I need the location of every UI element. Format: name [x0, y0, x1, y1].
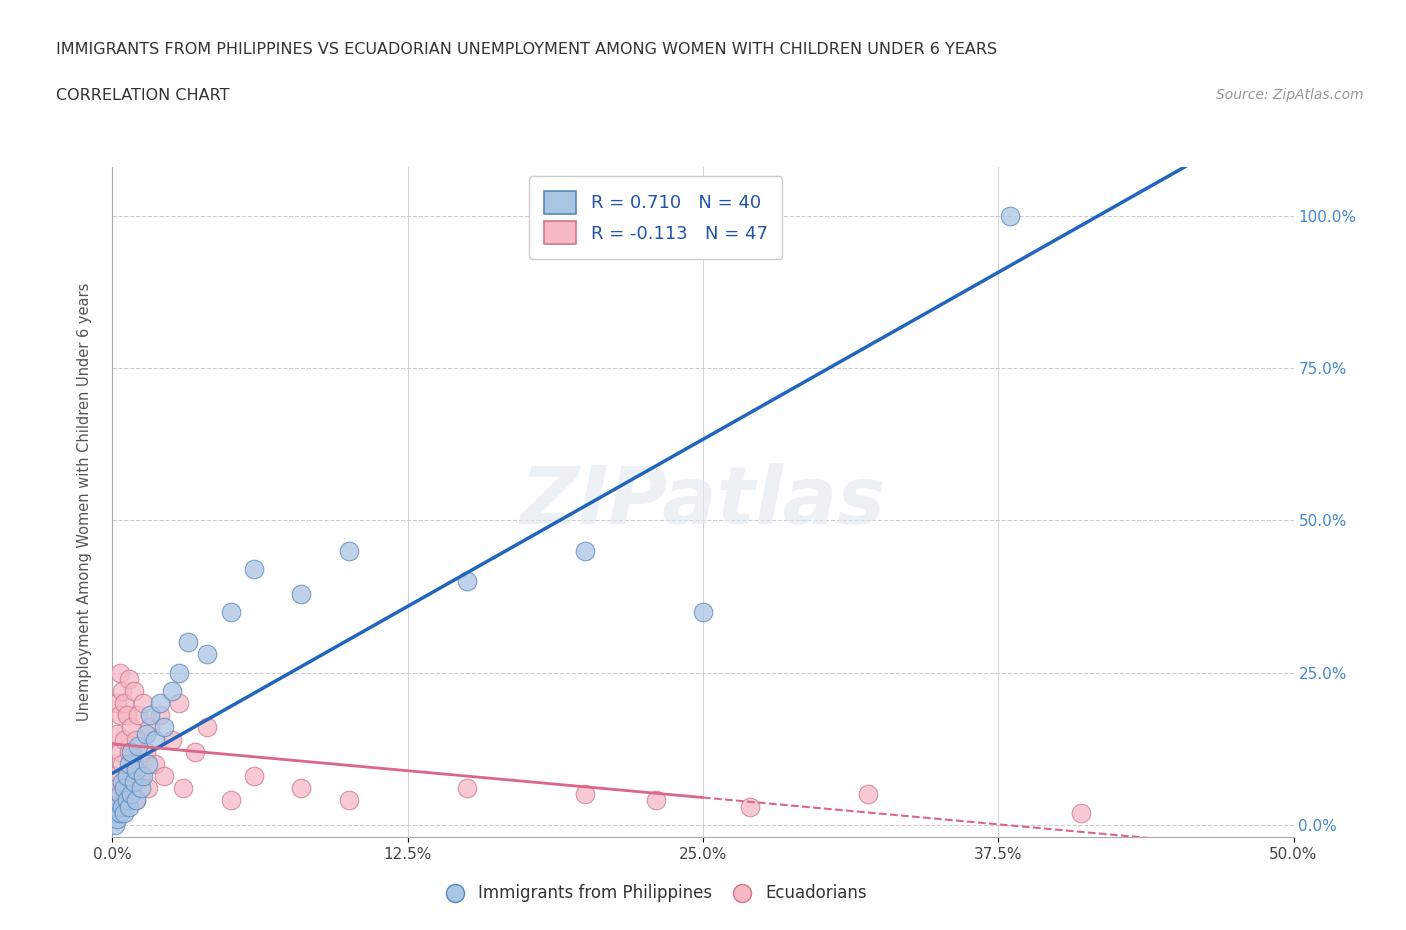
- Point: [574, 543, 596, 558]
- Point: [129, 781, 152, 796]
- Point: [740, 799, 762, 814]
- Point: [105, 726, 128, 741]
- Point: [149, 708, 172, 723]
- Point: [167, 665, 190, 680]
- Point: [160, 732, 183, 747]
- Point: [120, 781, 142, 796]
- Y-axis label: Unemployment Among Women with Children Under 6 years: Unemployment Among Women with Children U…: [77, 283, 91, 722]
- Point: [108, 708, 131, 723]
- Legend: Immigrants from Philippines, Ecuadorians: Immigrants from Philippines, Ecuadorians: [437, 878, 873, 909]
- Point: [120, 720, 142, 735]
- Point: [118, 799, 141, 814]
- Point: [139, 720, 162, 735]
- Point: [118, 756, 141, 771]
- Point: [132, 696, 155, 711]
- Point: [120, 744, 142, 759]
- Point: [108, 744, 131, 759]
- Point: [135, 744, 157, 759]
- Point: [160, 684, 183, 698]
- Point: [112, 732, 135, 747]
- Text: IMMIGRANTS FROM PHILIPPINES VS ECUADORIAN UNEMPLOYMENT AMONG WOMEN WITH CHILDREN: IMMIGRANTS FROM PHILIPPINES VS ECUADORIA…: [56, 42, 997, 57]
- Point: [127, 708, 149, 723]
- Point: [125, 793, 148, 808]
- Point: [153, 720, 176, 735]
- Point: [195, 720, 218, 735]
- Point: [120, 787, 142, 802]
- Point: [115, 769, 138, 784]
- Point: [998, 208, 1021, 223]
- Point: [132, 769, 155, 784]
- Point: [129, 769, 152, 784]
- Point: [105, 696, 128, 711]
- Point: [112, 793, 135, 808]
- Point: [136, 756, 159, 771]
- Point: [108, 665, 131, 680]
- Point: [118, 671, 141, 686]
- Point: [219, 793, 242, 808]
- Point: [219, 604, 242, 619]
- Point: [105, 799, 128, 814]
- Point: [115, 793, 138, 808]
- Point: [108, 805, 131, 820]
- Point: [136, 781, 159, 796]
- Point: [111, 684, 134, 698]
- Point: [692, 604, 714, 619]
- Point: [125, 793, 148, 808]
- Point: [112, 696, 135, 711]
- Point: [172, 781, 194, 796]
- Point: [122, 775, 145, 790]
- Point: [456, 781, 478, 796]
- Point: [104, 805, 127, 820]
- Point: [167, 696, 190, 711]
- Point: [118, 744, 141, 759]
- Point: [149, 696, 172, 711]
- Point: [337, 793, 360, 808]
- Point: [127, 738, 149, 753]
- Text: ZIPatlas: ZIPatlas: [520, 463, 886, 541]
- Point: [858, 787, 880, 802]
- Point: [1070, 805, 1092, 820]
- Point: [122, 756, 145, 771]
- Point: [115, 769, 138, 784]
- Point: [456, 574, 478, 589]
- Point: [135, 726, 157, 741]
- Text: CORRELATION CHART: CORRELATION CHART: [56, 88, 229, 103]
- Point: [125, 763, 148, 777]
- Point: [122, 684, 145, 698]
- Point: [104, 787, 127, 802]
- Point: [195, 647, 218, 662]
- Point: [139, 708, 162, 723]
- Point: [574, 787, 596, 802]
- Point: [111, 799, 134, 814]
- Point: [143, 732, 166, 747]
- Point: [112, 805, 135, 820]
- Point: [112, 781, 135, 796]
- Text: Source: ZipAtlas.com: Source: ZipAtlas.com: [1216, 88, 1364, 102]
- Point: [143, 756, 166, 771]
- Point: [111, 756, 134, 771]
- Point: [111, 775, 134, 790]
- Point: [104, 817, 127, 832]
- Point: [290, 781, 312, 796]
- Point: [108, 787, 131, 802]
- Point: [115, 708, 138, 723]
- Point: [337, 543, 360, 558]
- Point: [184, 744, 207, 759]
- Point: [243, 562, 266, 577]
- Point: [290, 586, 312, 601]
- Point: [644, 793, 666, 808]
- Point: [125, 732, 148, 747]
- Point: [104, 769, 127, 784]
- Point: [177, 635, 200, 650]
- Point: [105, 781, 128, 796]
- Point: [105, 811, 128, 826]
- Point: [153, 769, 176, 784]
- Point: [243, 769, 266, 784]
